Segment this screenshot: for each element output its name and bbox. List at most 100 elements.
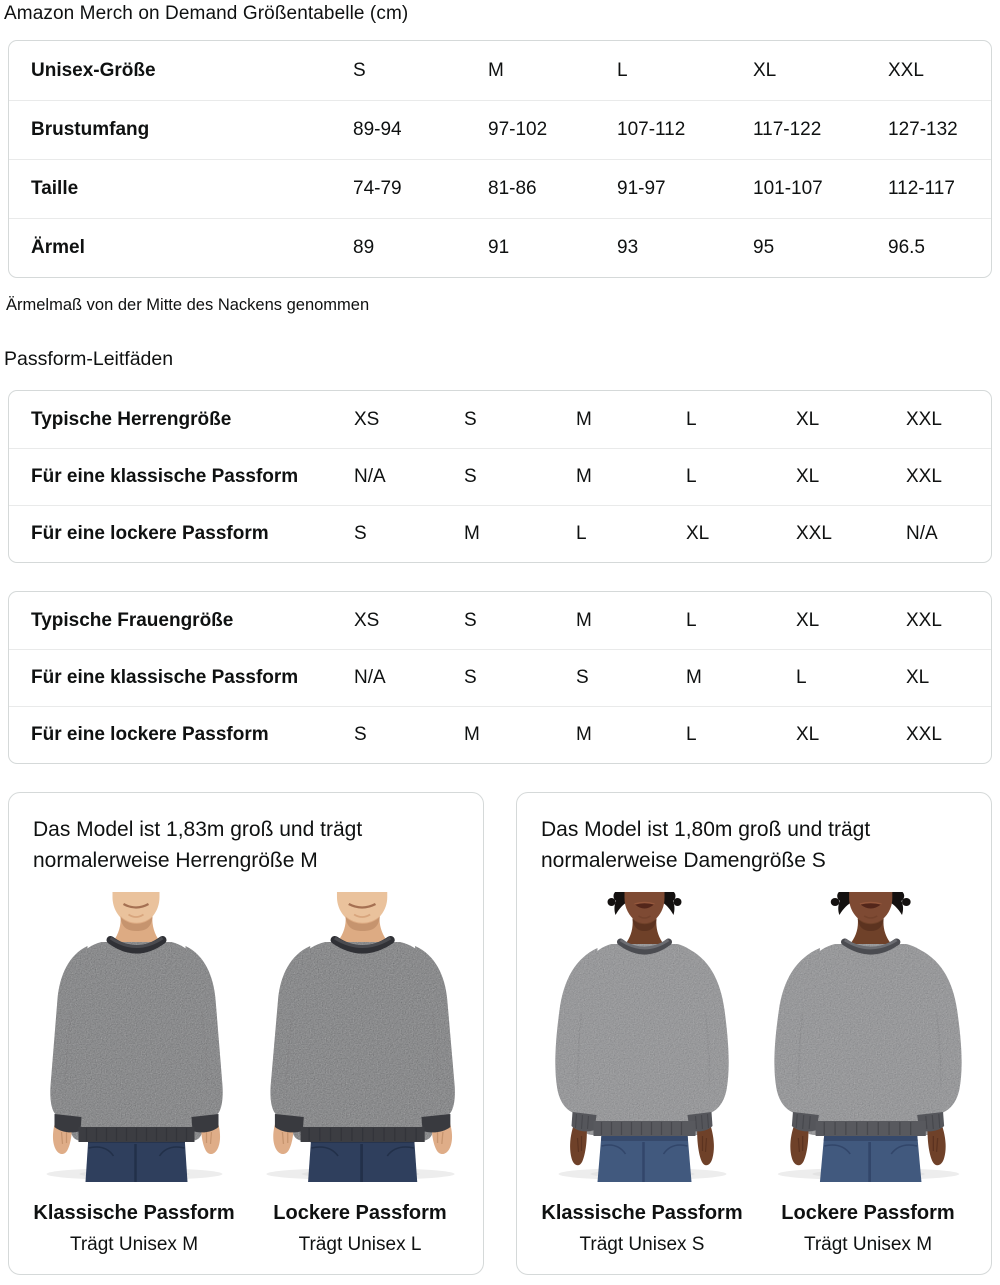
size-cell: XL: [796, 724, 820, 745]
size-cell: S: [354, 724, 367, 745]
table-row: Unisex-Größe S M L XL XXL: [9, 41, 991, 100]
size-cell: N/A: [906, 523, 938, 544]
unisex-size-table: Unisex-Größe S M L XL XXL Brustumfang 89…: [8, 40, 992, 278]
model-figure: Lockere Passform Trägt Unisex M: [765, 892, 971, 1256]
size-cell: L: [576, 523, 587, 544]
size-cell: 91-97: [617, 178, 666, 199]
table-row: Ärmel 89 91 93 95 96.5: [9, 218, 991, 277]
table-row: Für eine klassische Passform N/A S S M L…: [9, 649, 991, 706]
fit-size-label: Trägt Unisex M: [803, 1234, 933, 1255]
model-description: Das Model ist 1,83m groß und trägt norma…: [33, 818, 363, 872]
size-cell: 112-117: [888, 178, 955, 199]
size-cell: S: [464, 466, 477, 487]
fit-name-label: Lockere Passform: [781, 1202, 955, 1224]
size-cell: 89-94: [353, 119, 402, 140]
size-cell: S: [464, 667, 477, 688]
row-label: Für eine klassische Passform: [31, 466, 299, 487]
size-cell: S: [353, 59, 366, 81]
size-cell: 81-86: [488, 178, 537, 199]
row-label: Typische Frauengröße: [31, 609, 234, 631]
table-row: Brustumfang 89-94 97-102 107-112 117-122…: [9, 100, 991, 159]
size-cell: S: [464, 609, 477, 631]
size-cell: 117-122: [753, 119, 822, 140]
table-row: Für eine lockere Passform S M L XL XXL N…: [9, 505, 991, 562]
female-model-classic-fit-photo: [539, 892, 745, 1182]
model-figure: Klassische Passform Trägt Unisex M: [31, 892, 237, 1256]
fit-name-label: Klassische Passform: [541, 1202, 743, 1224]
fit-size-label: Trägt Unisex L: [298, 1234, 422, 1255]
size-cell: XL: [796, 609, 820, 631]
size-cell: M: [576, 609, 592, 631]
size-cell: XXL: [796, 523, 832, 544]
male-model-loose-fit-photo: [257, 892, 463, 1182]
row-label: Taille: [31, 178, 79, 199]
size-cell: XS: [354, 408, 380, 430]
size-cell: XXL: [888, 59, 924, 81]
size-cell: L: [686, 724, 697, 745]
male-model-classic-fit-photo: [31, 892, 237, 1182]
size-cell: L: [796, 667, 807, 688]
size-cell: S: [464, 408, 477, 430]
size-cell: 74-79: [353, 178, 402, 199]
womens-fit-table: Typische Frauengröße XS S M L XL XXL Für…: [8, 591, 992, 764]
row-label: Typische Herrengröße: [31, 408, 232, 430]
row-label: Unisex-Größe: [31, 59, 156, 81]
size-cell: XL: [796, 466, 820, 487]
size-cell: M: [686, 667, 702, 688]
model-figures: Klassische Passform Trägt Unisex M Locke…: [31, 892, 463, 1256]
size-cell: XL: [753, 59, 777, 81]
row-label: Für eine lockere Passform: [31, 523, 269, 544]
row-label: Für eine klassische Passform: [31, 667, 299, 688]
size-cell: M: [576, 724, 592, 745]
fit-name-label: Lockere Passform: [273, 1202, 447, 1224]
model-figure: Lockere Passform Trägt Unisex L: [257, 892, 463, 1256]
model-figure: Klassische Passform Trägt Unisex S: [539, 892, 745, 1256]
size-cell: L: [617, 59, 628, 81]
size-cell: 127-132: [888, 119, 958, 140]
table-row: Typische Herrengröße XS S M L XL XXL: [9, 391, 991, 448]
size-cell: 89: [353, 237, 375, 258]
model-cards: Das Model ist 1,83m groß und trägt norma…: [8, 792, 992, 1275]
size-cell: XXL: [906, 466, 942, 487]
row-label: Brustumfang: [31, 119, 150, 140]
female-model-loose-fit-photo: [765, 892, 971, 1182]
size-cell: M: [576, 408, 592, 430]
womens-model-card: Das Model ist 1,80m groß und trägt norma…: [516, 792, 992, 1275]
table-row: Taille 74-79 81-86 91-97 101-107 112-117: [9, 159, 991, 218]
row-label: Ärmel: [31, 237, 85, 258]
size-cell: XL: [796, 408, 820, 430]
size-cell: M: [488, 59, 504, 81]
size-cell: L: [686, 609, 697, 631]
size-cell: 95: [753, 237, 775, 258]
size-cell: XXL: [906, 408, 942, 430]
page-title: Amazon Merch on Demand Größentabelle (cm…: [4, 3, 409, 24]
table-row: Für eine lockere Passform S M M L XL XXL: [9, 706, 991, 763]
size-cell: M: [464, 724, 480, 745]
table-row: Für eine klassische Passform N/A S M L X…: [9, 448, 991, 505]
mens-model-card: Das Model ist 1,83m groß und trägt norma…: [8, 792, 484, 1275]
model-description: Das Model ist 1,80m groß und trägt norma…: [541, 818, 871, 872]
size-cell: N/A: [354, 466, 386, 487]
size-cell: M: [464, 523, 480, 544]
fit-name-label: Klassische Passform: [33, 1202, 235, 1224]
size-cell: XXL: [906, 609, 942, 631]
size-cell: 91: [488, 237, 510, 258]
size-cell: XL: [686, 523, 710, 544]
size-cell: 101-107: [753, 178, 823, 199]
size-cell: L: [686, 408, 697, 430]
figure-caption: Klassische Passform Trägt Unisex M: [31, 1202, 237, 1256]
size-cell: XXL: [906, 724, 942, 745]
size-cell: 93: [617, 237, 639, 258]
fit-size-label: Trägt Unisex S: [579, 1234, 705, 1255]
size-cell: XL: [906, 667, 930, 688]
size-cell: M: [576, 466, 592, 487]
size-cell: L: [686, 466, 697, 487]
figure-caption: Lockere Passform Trägt Unisex M: [765, 1202, 971, 1256]
size-cell: 96.5: [888, 237, 925, 258]
figure-caption: Klassische Passform Trägt Unisex S: [539, 1202, 745, 1256]
model-figures: Klassische Passform Trägt Unisex S Locke…: [539, 892, 971, 1256]
fit-size-label: Trägt Unisex M: [69, 1234, 199, 1255]
fit-guides-heading: Passform-Leitfäden: [4, 348, 174, 370]
size-cell: S: [354, 523, 367, 544]
